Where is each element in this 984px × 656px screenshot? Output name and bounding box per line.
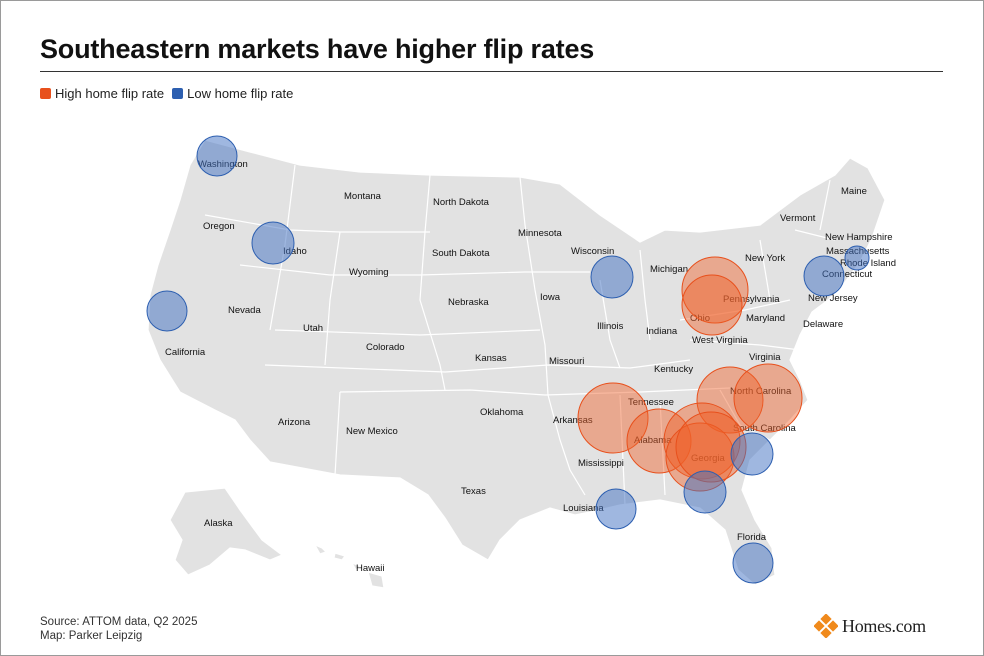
label-wisconsin: Wisconsin [571, 246, 614, 257]
land-shapes [147, 139, 886, 589]
legend: High home flip rate Low home flip rate [40, 86, 301, 101]
label-arkansas: Arkansas [553, 415, 593, 426]
label-iowa: Iowa [540, 292, 561, 303]
legend-low: Low home flip rate [172, 86, 293, 101]
legend-high: High home flip rate [40, 86, 164, 101]
label-north-dakota: North Dakota [433, 197, 490, 208]
label-tennessee: Tennessee [628, 397, 674, 408]
label-connecticut: Connecticut [822, 269, 873, 280]
label-west-virginia: West Virginia [692, 335, 748, 346]
label-alabama: Alabama [634, 435, 672, 446]
label-louisiana: Louisiana [563, 503, 604, 514]
marker-florida[interactable] [732, 542, 774, 584]
label-new-jersey: New Jersey [808, 293, 858, 304]
label-montana: Montana [344, 191, 382, 202]
label-arizona: Arizona [278, 417, 311, 428]
marker-tennessee[interactable] [577, 382, 649, 454]
label-ohio: Ohio [690, 313, 710, 324]
label-hawaii: Hawaii [356, 563, 385, 574]
source-note: Source: ATTOM data, Q2 2025 [40, 616, 198, 628]
label-mississippi: Mississippi [578, 458, 624, 469]
label-michigan: Michigan [650, 264, 688, 275]
marker-louisiana[interactable] [595, 488, 637, 530]
label-indiana: Indiana [646, 326, 678, 337]
marker-california[interactable] [146, 290, 188, 332]
marker-pennsylvania[interactable] [681, 256, 749, 324]
label-kansas: Kansas [475, 353, 507, 364]
label-nevada: Nevada [228, 305, 261, 316]
label-south-dakota: South Dakota [432, 248, 490, 259]
legend-low-label: Low home flip rate [187, 86, 294, 101]
label-utah: Utah [303, 323, 323, 334]
marker-ohio[interactable] [681, 274, 743, 336]
alaska-shape [169, 487, 284, 576]
marker-alabama[interactable] [626, 408, 692, 474]
label-colorado: Colorado [366, 342, 405, 353]
label-new-york: New York [745, 253, 785, 264]
label-alaska: Alaska [204, 518, 233, 529]
label-missouri: Missouri [549, 356, 584, 367]
label-virginia: Virginia [749, 352, 781, 363]
label-pennsylvania: Pennsylvania [723, 294, 780, 305]
label-georgia: Georgia [691, 453, 726, 464]
label-idaho: Idaho [283, 246, 307, 257]
marker-idaho[interactable] [251, 221, 295, 265]
marker-rhode-island[interactable] [844, 245, 870, 271]
legend-low-swatch [172, 88, 184, 99]
label-kentucky: Kentucky [654, 364, 693, 375]
label-maryland: Maryland [746, 313, 785, 324]
homes-logo-icon [814, 614, 838, 638]
label-new-mexico: New Mexico [346, 426, 398, 437]
marker-wisconsin[interactable] [590, 255, 634, 299]
hawaii-shape [313, 543, 385, 589]
label-texas: Texas [461, 486, 486, 497]
marker-connecticut[interactable] [803, 255, 845, 297]
credit-note: Map: Parker Leipzig [40, 630, 143, 642]
map-footer: Source: ATTOM data, Q2 2025 Map: Parker … [40, 615, 197, 643]
label-minnesota: Minnesota [518, 228, 563, 239]
map-title: Southeastern markets have higher flip ra… [40, 34, 595, 64]
marker-georgia-south[interactable] [683, 470, 727, 514]
label-oregon: Oregon [203, 221, 235, 232]
label-delaware: Delaware [803, 319, 843, 330]
market-markers [146, 135, 870, 584]
label-nebraska: Nebraska [448, 297, 489, 308]
label-south-carolina: South Carolina [733, 423, 797, 434]
marker-washington[interactable] [196, 135, 238, 177]
label-vermont: Vermont [780, 213, 816, 224]
label-california: California [165, 347, 206, 358]
marker-south-carolina[interactable] [730, 432, 774, 476]
brand-name: Homes.com [842, 615, 926, 636]
label-new-hampshire: New Hampshire [825, 232, 893, 243]
legend-high-label: High home flip rate [55, 86, 165, 101]
brand-logo: Homes.com [814, 614, 926, 638]
label-illinois: Illinois [597, 321, 624, 332]
legend-high-swatch [40, 88, 51, 99]
marker-north-carolina[interactable] [696, 366, 764, 434]
label-florida: Florida [737, 532, 767, 543]
title-divider [40, 71, 943, 72]
marker-north-carolina-2[interactable] [733, 363, 803, 433]
label-maine: Maine [841, 186, 867, 197]
label-oklahoma: Oklahoma [480, 407, 524, 418]
label-north-carolina: North Carolina [730, 386, 792, 397]
label-wyoming: Wyoming [349, 267, 389, 278]
